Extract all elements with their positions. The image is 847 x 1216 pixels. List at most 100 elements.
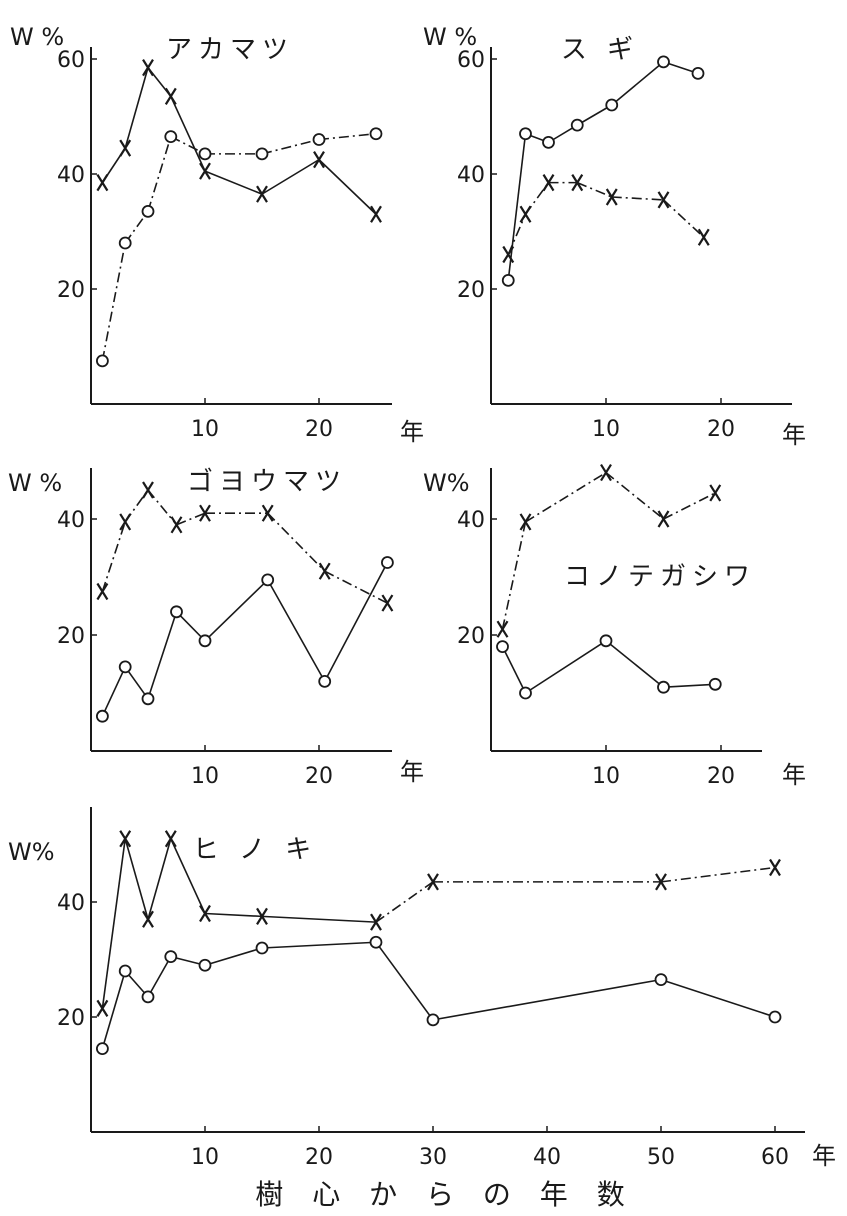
data-point-cross — [519, 205, 532, 223]
series-line-segment — [318, 132, 377, 141]
data-point-cross — [261, 504, 274, 522]
data-point-circle — [198, 958, 212, 972]
data-point-circle — [768, 1010, 782, 1024]
data-point-circle — [141, 692, 155, 706]
x-unit-label: 年 — [782, 761, 806, 789]
series-1 — [96, 59, 382, 223]
series-line-segment — [267, 512, 326, 572]
data-point-circle — [255, 941, 269, 955]
y-tick-label: 40 — [457, 508, 485, 533]
data-point-cross — [571, 174, 584, 192]
series-1 — [96, 481, 394, 612]
series-line-segment — [323, 562, 389, 682]
data-point-cross — [502, 245, 515, 264]
data-point-cross — [318, 562, 331, 580]
data-point-cross — [164, 830, 177, 848]
data-point-cross — [256, 907, 268, 925]
x-tick-label: 10 — [191, 764, 219, 789]
data-point-circle — [657, 680, 670, 694]
data-point-cross — [119, 139, 132, 157]
y-axis-label: W% — [423, 469, 470, 497]
series-line-segment — [611, 196, 664, 201]
data-point-cross — [769, 858, 781, 877]
data-point-cross — [142, 481, 154, 499]
series-line-segment — [507, 133, 527, 281]
data-point-cross — [170, 516, 183, 534]
x-tick-label: 30 — [419, 1145, 447, 1170]
data-point-cross — [119, 830, 132, 848]
y-axis-label: W % — [10, 23, 64, 51]
data-point-circle — [261, 573, 275, 587]
data-point-circle — [164, 130, 178, 144]
y-axis-label: W % — [423, 23, 477, 51]
y-tick-label: 20 — [457, 278, 485, 303]
series-line-segment — [101, 242, 126, 362]
series-1 — [501, 55, 705, 287]
data-point-cross — [142, 910, 154, 928]
series-line-segment — [204, 912, 263, 918]
panel-title: コノテガシワ — [564, 562, 756, 592]
data-point-circle — [501, 273, 515, 287]
x-unit-label: 年 — [400, 758, 424, 786]
chart-panel-1: 10 20 20 40 60 アカマツ W % 年 — [10, 23, 424, 446]
data-point-circle — [542, 135, 555, 149]
series-line-segment — [375, 881, 434, 923]
data-point-cross — [96, 999, 109, 1017]
data-point-circle — [164, 950, 178, 964]
data-point-circle — [599, 634, 613, 648]
data-point-circle — [369, 935, 383, 949]
data-point-cross — [199, 504, 211, 522]
series-line-segment — [124, 67, 149, 149]
data-point-cross — [655, 873, 667, 891]
series-line-segment — [204, 170, 263, 195]
chart-panel-2: 10 20 20 40 60 ス ギ W % 年 — [423, 23, 806, 449]
series-line-segment — [605, 471, 665, 520]
x-tick-label: 10 — [592, 764, 620, 789]
series-line-segment — [204, 579, 269, 642]
data-point-cross — [697, 228, 710, 246]
y-tick-label: 40 — [457, 163, 485, 188]
series-line-segment — [324, 570, 388, 604]
series-line-segment — [375, 941, 434, 1021]
data-point-circle — [519, 127, 532, 141]
y-tick-label: 60 — [457, 48, 485, 73]
x-tick-label: 40 — [533, 1145, 561, 1170]
x-tick-label: 20 — [305, 764, 333, 789]
data-point-cross — [199, 162, 211, 180]
series-line-segment — [101, 838, 126, 1009]
data-point-cross — [600, 464, 612, 482]
data-point-circle — [141, 990, 155, 1004]
data-point-cross — [256, 185, 268, 203]
data-point-circle — [426, 1013, 440, 1027]
y-axis-label: W% — [8, 838, 55, 866]
series-line-segment — [204, 947, 263, 967]
data-point-circle — [605, 98, 619, 112]
series-line-segment — [175, 611, 206, 642]
x-tick-label: 10 — [191, 1145, 219, 1170]
data-point-circle — [141, 204, 155, 218]
series-line-segment — [507, 213, 527, 255]
data-point-cross — [542, 174, 555, 192]
data-point-circle — [118, 964, 132, 978]
series-line-segment — [660, 866, 776, 883]
data-point-cross — [142, 59, 154, 77]
x-axis-title: 樹 心 か ら の 年 数 — [255, 1178, 634, 1211]
data-point-circle — [496, 640, 509, 653]
y-tick-label: 20 — [57, 1006, 85, 1031]
series-line-segment — [267, 579, 326, 682]
data-point-circle — [657, 55, 670, 69]
y-tick-label: 60 — [57, 48, 85, 73]
series-line-segment — [170, 838, 206, 914]
data-point-cross — [96, 174, 109, 192]
data-point-circle — [570, 118, 584, 132]
series-line-segment — [605, 640, 665, 688]
series-line-segment — [525, 640, 607, 694]
data-point-circle — [96, 354, 109, 368]
data-point-cross — [370, 205, 382, 223]
panel-title: アカマツ — [166, 35, 294, 65]
data-point-circle — [708, 677, 722, 691]
x-unit-label: 年 — [400, 418, 424, 446]
data-point-cross — [313, 151, 325, 169]
series-2 — [502, 174, 710, 264]
series-line-segment — [501, 521, 527, 630]
